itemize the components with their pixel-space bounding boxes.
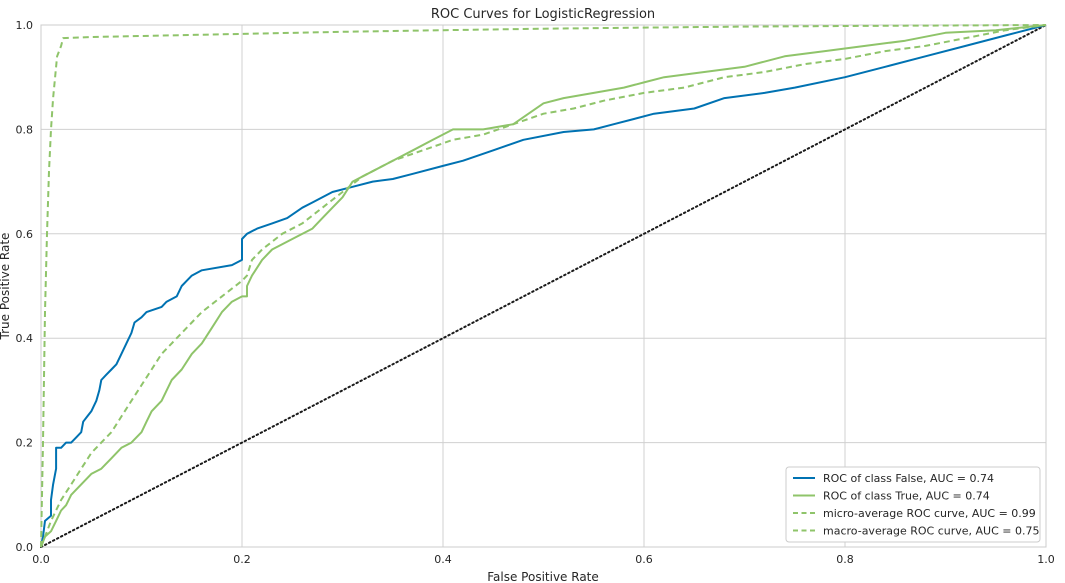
y-axis-label: True Positive Rate: [0, 233, 12, 341]
x-tick-label: 0.0: [32, 553, 50, 566]
roc-series-line-0: [40, 24, 1047, 548]
x-tick-label: 0.2: [233, 553, 251, 566]
y-tick-label: 0.2: [16, 437, 34, 450]
plot-area-frame: [40, 24, 1047, 548]
y-tick-label: 0.6: [16, 228, 34, 241]
legend-label: ROC of class True, AUC = 0.74: [823, 490, 990, 503]
x-tick-labels: 0.0 0.2 0.4 0.6 0.8 1.0: [32, 553, 1055, 566]
y-tick-label: 1.0: [16, 19, 34, 32]
y-tick-labels: 0.0 0.2 0.4 0.6 0.8 1.0: [16, 19, 34, 554]
x-axis-label: False Positive Rate: [487, 570, 599, 583]
legend-box: [785, 466, 1041, 543]
roc-series-line-3: [40, 24, 1047, 548]
y-tick-label: 0.4: [16, 332, 34, 345]
series-lines: [40, 24, 1047, 548]
x-tick-label: 1.0: [1037, 553, 1055, 566]
reference-diagonal: [40, 24, 1047, 548]
roc-series-line-1: [40, 24, 1047, 548]
x-tick-label: 0.6: [635, 553, 653, 566]
roc-series-line-2: [40, 24, 1047, 548]
legend-label: macro-average ROC curve, AUC = 0.75: [823, 525, 1039, 538]
y-tick-label: 0.0: [16, 541, 34, 554]
x-tick-label: 0.4: [434, 553, 452, 566]
legend-label: micro-average ROC curve, AUC = 0.99: [823, 507, 1036, 520]
legend-label: ROC of class False, AUC = 0.74: [823, 472, 994, 485]
chart-title: ROC Curves for LogisticRegression: [431, 7, 655, 22]
y-tick-label: 0.8: [16, 123, 34, 136]
diagonal-reference-line: [40, 24, 1047, 548]
x-tick-label: 0.8: [836, 553, 854, 566]
legend: ROC of class False, AUC = 0.74 ROC of cla…: [785, 466, 1041, 543]
